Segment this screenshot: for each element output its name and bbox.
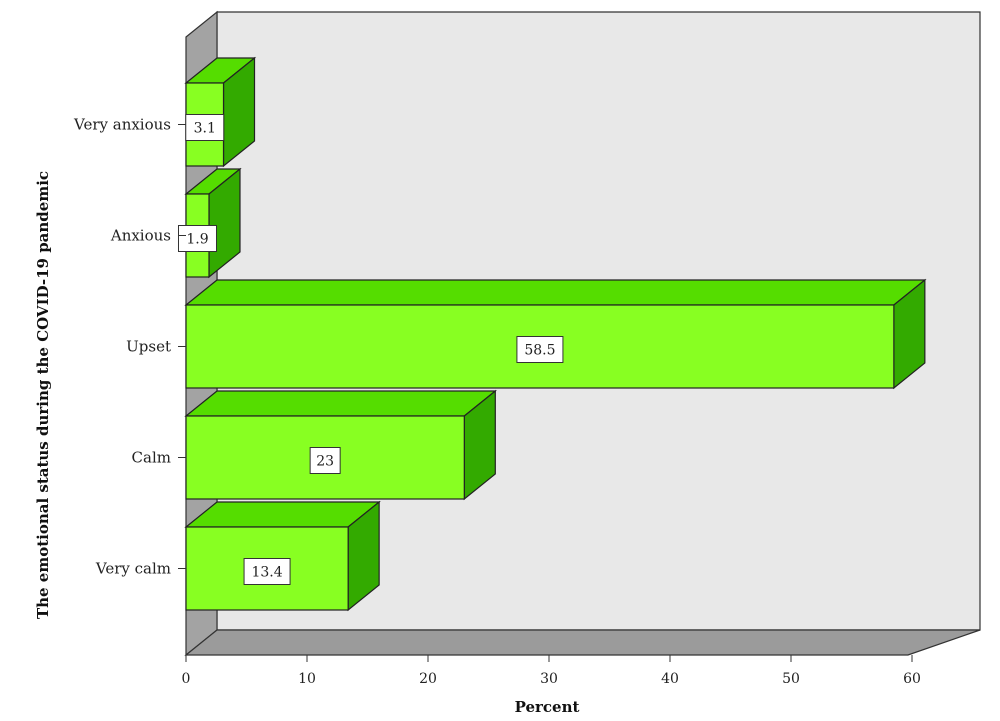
x-tick-label: 50 (782, 671, 800, 687)
data-label-box (516, 336, 564, 363)
x-tick-label: 40 (661, 671, 679, 687)
category-labels: Very anxious Anxious Upset Calm Very calm (73, 116, 186, 578)
category-label: Anxious (110, 227, 171, 245)
x-tick-label: 0 (182, 671, 191, 687)
data-label-box (243, 558, 291, 585)
bar-4: 23 (184, 389, 497, 501)
bar-top-face (184, 501, 381, 528)
bar-group: 3.1 1.9 58.5 23 13.4 (177, 56, 927, 612)
bar-1: 3.1 (184, 56, 257, 168)
data-label: 1.9 (186, 232, 208, 248)
category-label: Upset (126, 338, 171, 356)
x-tick-label: 30 (540, 671, 558, 687)
bar-3: 58.5 (184, 278, 927, 390)
data-label-box (185, 114, 225, 141)
data-label: 23 (316, 454, 334, 470)
x-tick-label: 10 (298, 671, 316, 687)
bar-5: 13.4 (184, 500, 381, 612)
floor (184, 629, 981, 656)
bar-2: 1.9 (177, 167, 242, 279)
x-axis: 0 10 20 30 40 50 60 (182, 655, 921, 687)
data-label: 13.4 (251, 565, 282, 581)
category-label: Calm (132, 449, 171, 467)
y-axis-title: The emotional status during the COVID-19… (34, 171, 52, 619)
data-label: 3.1 (194, 121, 216, 137)
category-label: Very calm (95, 560, 171, 578)
data-label: 58.5 (524, 343, 555, 359)
x-tick-label: 60 (903, 671, 921, 687)
data-label-box (177, 225, 217, 252)
bar-top-face (184, 279, 927, 306)
x-tick-label: 20 (419, 671, 437, 687)
data-label-box (309, 447, 341, 474)
category-label: Very anxious (73, 116, 171, 134)
bar-top-face (184, 390, 497, 417)
x-axis-title: Percent (515, 698, 580, 716)
